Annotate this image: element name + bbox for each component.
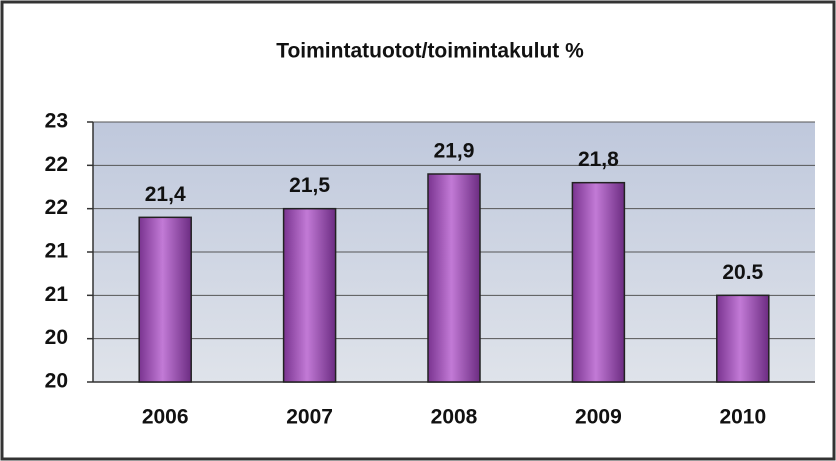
y-tick-label: 20 — [45, 370, 68, 393]
bar — [138, 216, 192, 383]
x-tick-label: 2007 — [286, 406, 333, 429]
data-label: 21,9 — [434, 140, 475, 163]
x-tick-label: 2009 — [575, 406, 622, 429]
data-label: 21,4 — [145, 183, 186, 206]
y-tick-label: 20 — [45, 326, 68, 349]
x-tick-label: 2008 — [431, 406, 478, 429]
bar — [716, 294, 770, 383]
y-tick-label: 21 — [45, 283, 69, 306]
data-label: 20.5 — [722, 261, 763, 284]
bar — [571, 181, 626, 383]
data-label: 21,8 — [578, 148, 619, 171]
y-tick-label: 22 — [45, 153, 68, 176]
y-tick-label: 23 — [45, 110, 68, 133]
x-tick-label: 2010 — [719, 406, 766, 429]
x-tick-label: 2006 — [142, 406, 189, 429]
y-tick-label: 22 — [45, 196, 68, 219]
chart-title: Toimintatuotot/toimintakulut % — [276, 40, 584, 63]
y-tick-label: 21 — [45, 240, 69, 263]
data-label: 21,5 — [289, 174, 330, 197]
bar — [282, 207, 337, 383]
bar — [427, 173, 481, 383]
